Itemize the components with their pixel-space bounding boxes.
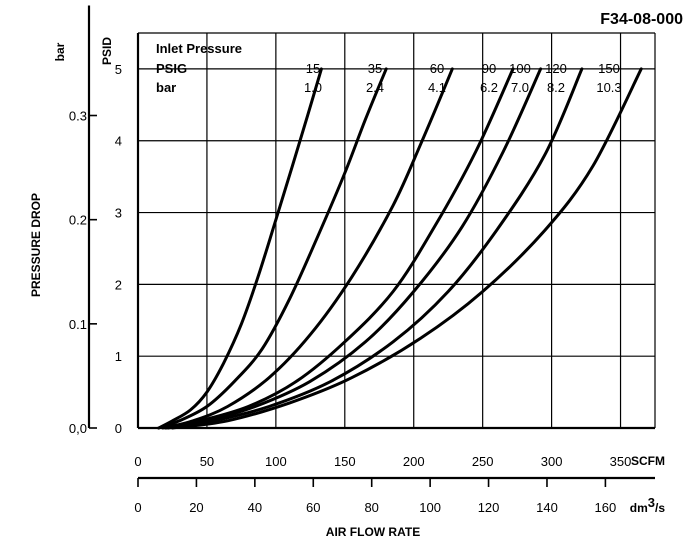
x-primary-tick-150: 150 [334,454,356,469]
series-bar-label-60: 4.1 [428,80,446,95]
x-secondary-tick-20: 20 [189,500,203,515]
x-primary-tick-300: 300 [541,454,563,469]
x-primary-unit: SCFM [631,454,665,468]
curves [157,67,643,430]
x-secondary-tick-160: 160 [595,500,617,515]
x-primary-tick-50: 50 [200,454,214,469]
x-secondary-unit-tail: /s [655,501,665,515]
curve-psig-60 [161,67,454,430]
series-psig-label-120: 120 [545,61,567,76]
curve-psig-150 [171,67,643,430]
series-psig-label-60: 60 [430,61,444,76]
x-secondary-unit: dm3/s [630,495,666,515]
x-primary-tick-0: 0 [134,454,141,469]
x-secondary-tick-140: 140 [536,500,558,515]
series-psig-label-150: 150 [598,61,620,76]
curve-psig-15 [157,67,323,430]
y-secondary-tick-1: 0.1 [69,317,87,332]
series-psig-label-35: 35 [368,61,382,76]
y-secondary-tick-0: 0,0 [69,421,87,436]
grid-lines [138,33,655,428]
series-bar-label-90: 6.2 [480,80,498,95]
x-secondary-tick-120: 120 [478,500,500,515]
curve-psig-120 [166,67,584,430]
y-primary-tick-2: 2 [115,277,122,292]
y-primary-unit: PSID [100,37,114,65]
series-psig-label-90: 90 [482,61,496,76]
series-psig-label-100: 100 [509,61,531,76]
x-primary-tick-100: 100 [265,454,287,469]
series-bar-label-15: 1.0 [304,80,322,95]
x-primary-tick-200: 200 [403,454,425,469]
series-bar-label-35: 2.4 [366,80,384,95]
y-primary-tick-0: 0 [115,421,122,436]
y-primary-tick-5: 5 [115,62,122,77]
y-secondary-tick-3: 0.3 [69,109,87,124]
x-secondary-tick-40: 40 [248,500,262,515]
y-primary-tick-4: 4 [115,134,122,149]
y-primary-tick-1: 1 [115,349,122,364]
legend-psig-label: PSIG [156,61,187,76]
labels: 0 1 2 3 4 5 0,0 0.1 0.2 0.3 0 50 100 150 200 250 300 350 0… [69,61,631,515]
y-secondary-unit: bar [53,42,67,61]
axes [87,5,656,487]
y-axis-title: PRESSURE DROP [29,193,43,297]
series-bar-label-120: 8.2 [547,80,565,95]
curve-psig-35 [157,67,388,430]
x-axis-title: AIR FLOW RATE [326,525,420,539]
series-bar-label-100: 7.0 [511,80,529,95]
x-primary-tick-350: 350 [610,454,632,469]
series-bar-label-150: 10.3 [596,80,621,95]
x-secondary-unit-base: dm [630,501,648,515]
x-secondary-tick-60: 60 [306,500,320,515]
x-secondary-unit-exp: 3 [648,495,655,510]
curve-psig-100 [164,67,543,430]
y-secondary-tick-2: 0.2 [69,213,87,228]
x-secondary-tick-100: 100 [419,500,441,515]
legend-bar-label: bar [156,80,176,95]
x-primary-tick-250: 250 [472,454,494,469]
chart-title: F34-08-000 [600,11,683,28]
series-psig-label-15: 15 [306,61,320,76]
y-primary-tick-3: 3 [115,206,122,221]
curve-psig-90 [164,67,515,430]
x-secondary-tick-0: 0 [134,500,141,515]
legend-title: Inlet Pressure [156,41,242,56]
x-secondary-tick-80: 80 [364,500,378,515]
